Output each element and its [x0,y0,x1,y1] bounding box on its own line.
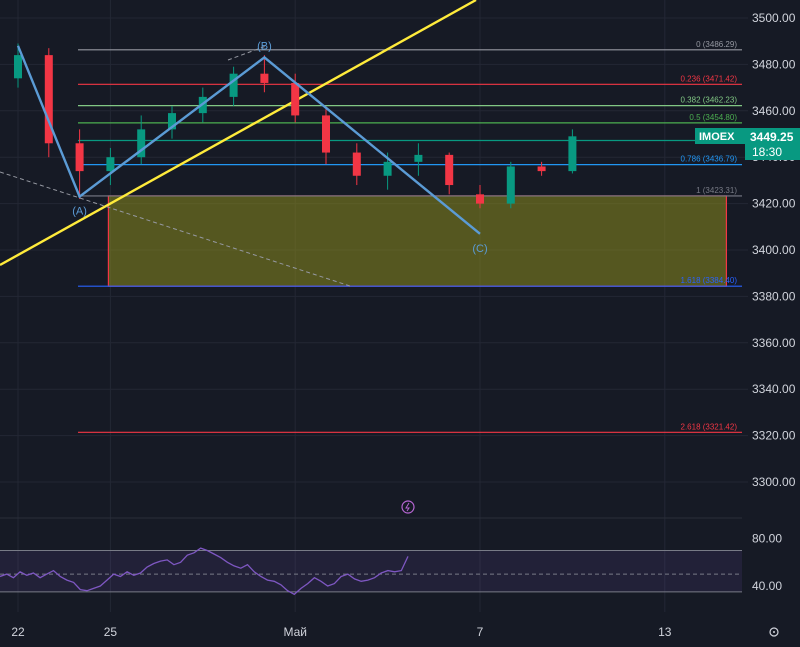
candle-body [476,194,484,204]
time-tick-label: 25 [104,625,118,639]
candle-body [537,166,546,172]
fib-label: 1.618 (3384.40) [681,276,738,285]
fibonacci-levels: 0 (3486.29) 0.236 (3471.42) 0.382 (3462.23… [78,40,742,433]
fib-label: 0.5 (3454.80) [689,113,737,122]
time-tick-label: 13 [658,625,672,639]
candle-body [14,55,22,79]
wave-label: (C) [472,243,487,255]
dashed-trendline [0,171,351,287]
rsi-pane [0,517,742,596]
price-tick-label: 3340.00 [752,382,796,396]
candle-body [352,152,361,176]
time-tick-label: 22 [11,625,25,639]
rsi-band-fill [0,550,742,592]
candle-body [75,143,84,172]
rsi-line [0,547,409,596]
price-tick-label: 3480.00 [752,57,796,71]
time-tick-label: Май [283,625,307,639]
wave-label: (A) [72,206,87,218]
price-axis[interactable]: 3500.003480.003460.003440.003420.003400.… [752,11,796,593]
candle-body [260,73,269,83]
symbol-label: IMOEX [699,131,735,143]
fib-label: 0.382 (3462.23) [681,96,738,105]
candle-body [137,129,146,158]
candlesticks [14,43,577,209]
candle-body [168,113,176,130]
fib-label: 1 (3423.31) [696,186,737,195]
price-tick-label: 3360.00 [752,336,796,350]
time-tick-label: 7 [477,625,484,639]
last-price-badge: IMOEX 3449.25 18:30 [695,128,800,160]
candle-body [106,157,115,172]
candle-body [445,154,454,186]
price-tick-label: 3420.00 [752,197,796,211]
price-tick-label: 3300.00 [752,475,796,489]
price-tick-label: 3400.00 [752,243,796,257]
fib-label: 0.236 (3471.42) [681,74,738,83]
candle-body [229,73,238,97]
price-tick-label: 3500.00 [752,11,796,25]
target-zone-box [107,195,728,287]
price-tick-label: 3320.00 [752,429,796,443]
last-price-label: 3449.25 [750,130,794,144]
countdown-label: 18:30 [752,145,782,159]
fib-label: 2.618 (3321.42) [681,422,738,431]
rsi-tick-label: 80.00 [752,532,782,546]
candle-body [506,166,515,204]
wave-path [16,45,481,235]
fib-label: 0 (3486.29) [696,40,737,49]
fib-label: 0.786 (3436.79) [681,155,738,164]
candle-body [414,154,423,162]
grid-lines [0,0,748,612]
settings-icon[interactable] [769,627,779,637]
yellow-trendline [0,0,477,267]
candle-body [322,115,330,153]
price-tick-label: 3380.00 [752,289,796,303]
candle-body [568,136,577,172]
wave-lines: (A) (B) (C) [16,40,488,255]
trendlines [0,0,477,287]
time-axis[interactable]: 2225Май7132027 [11,625,800,639]
wave-label: (B) [257,40,272,52]
candle-body [44,55,53,144]
lightning-icon[interactable] [401,500,415,514]
target-zone [107,195,728,287]
price-tick-label: 3460.00 [752,104,796,118]
candle-body [383,161,392,176]
candle-body [291,82,300,116]
rsi-tick-label: 40.00 [752,579,782,593]
